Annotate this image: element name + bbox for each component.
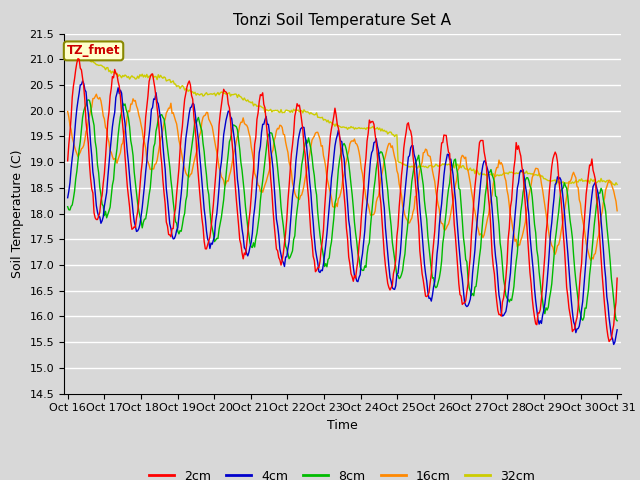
Title: Tonzi Soil Temperature Set A: Tonzi Soil Temperature Set A [234, 13, 451, 28]
X-axis label: Time: Time [327, 419, 358, 432]
Text: TZ_fmet: TZ_fmet [67, 44, 120, 58]
Legend: 2cm, 4cm, 8cm, 16cm, 32cm: 2cm, 4cm, 8cm, 16cm, 32cm [145, 465, 540, 480]
Y-axis label: Soil Temperature (C): Soil Temperature (C) [11, 149, 24, 278]
